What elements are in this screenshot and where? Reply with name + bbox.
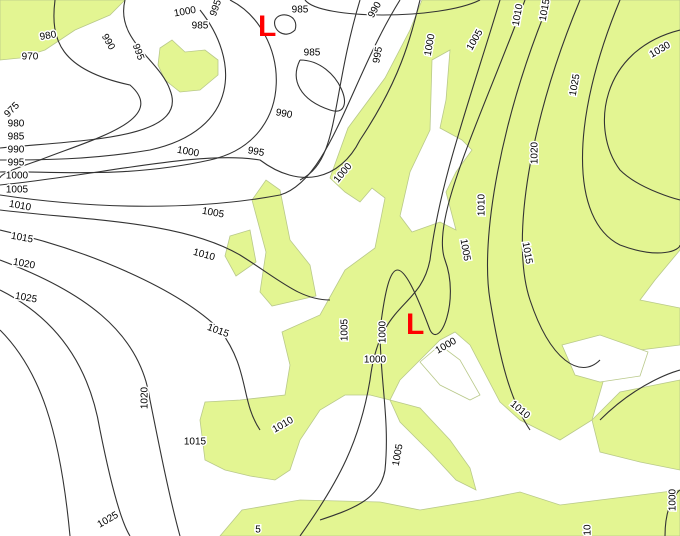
isobar-label: 1000 <box>173 5 197 20</box>
isobar-label: 985 <box>292 5 309 16</box>
isobar-label: 995 <box>130 42 146 62</box>
isobar-label: 1000 <box>6 171 29 182</box>
ireland <box>224 229 257 277</box>
isobar-label: 985 <box>192 21 209 32</box>
isobar-label: 10 <box>583 524 594 536</box>
isobar-label: 1005 <box>6 185 29 196</box>
isobar-label: 995 <box>371 45 385 64</box>
isobar-label: 1000 <box>176 145 200 160</box>
isobar-label: 1025 <box>14 291 38 306</box>
isobar-label: 1020 <box>140 386 151 409</box>
isobar-label: 990 <box>275 107 294 121</box>
isobar-label: 975 <box>2 100 22 120</box>
isobar-label: 1010 <box>477 193 488 216</box>
adriatic-sea <box>419 344 481 401</box>
isobar-label: 1005 <box>391 443 406 467</box>
isobar-label: 1015 <box>206 322 231 340</box>
isobar-label: 1005 <box>340 318 351 341</box>
isobar-label: 1000 <box>378 320 389 343</box>
isobar-label: 985 <box>304 48 321 59</box>
isobar-label: 970 <box>22 52 39 63</box>
isobar-label: 995 <box>247 145 266 159</box>
isobar-label: 1010 <box>192 247 217 263</box>
isobar-label: 990 <box>8 145 25 156</box>
isobar-label: 1020 <box>12 257 36 272</box>
isobar-label: 1000 <box>364 355 387 366</box>
isobar-label: 985 <box>8 132 25 143</box>
north-africa <box>219 489 680 536</box>
isobar-label: 990 <box>366 0 384 20</box>
isobar-label: 980 <box>39 29 58 43</box>
europe-continent <box>199 0 680 481</box>
greenland <box>0 0 126 61</box>
isobar-label: 995 <box>208 0 224 18</box>
isobar-label: 1005 <box>201 206 225 221</box>
turkey <box>591 379 680 471</box>
isobar-label: 995 <box>8 158 25 169</box>
isobar-label: 1015 <box>10 231 34 246</box>
baltic-sea <box>399 49 473 233</box>
isobar-label: 1025 <box>96 510 121 531</box>
isobar-label: 1020 <box>530 141 541 164</box>
isobar-label: 1015 <box>184 437 207 448</box>
isobar-label: 1000 <box>668 488 679 511</box>
isobar-label: 5 <box>255 525 261 536</box>
black-sea <box>561 334 649 383</box>
isobar-label: 980 <box>8 119 25 130</box>
italy <box>389 399 477 491</box>
low-pressure-marker: L <box>406 308 424 341</box>
low-pressure-marker: L <box>258 10 276 43</box>
uk <box>251 179 317 307</box>
isobar-label: 990 <box>99 32 117 52</box>
